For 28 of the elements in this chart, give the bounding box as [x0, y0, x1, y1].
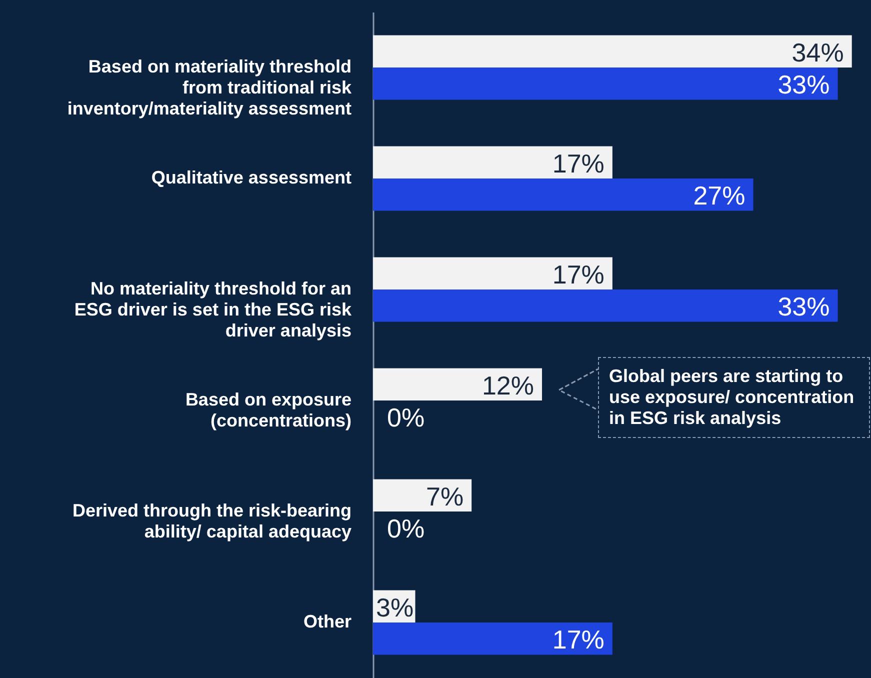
y-tick-label: Other	[303, 612, 352, 632]
bar	[373, 146, 612, 178]
data-label: 27%	[693, 180, 746, 211]
data-label: 34%	[792, 37, 844, 68]
data-label: 17%	[552, 148, 604, 178]
data-label: 3%	[376, 592, 414, 622]
y-tick-label: Derived through the risk-bearing ability/ capital adequacy	[72, 500, 352, 542]
y-tick-label: Based on materiality threshold from traditional risk inventory/materiality assessment	[67, 56, 352, 118]
bar	[373, 35, 852, 68]
data-label: 0%	[387, 402, 425, 433]
bar	[373, 622, 612, 655]
data-label: 33%	[778, 70, 830, 100]
data-label: 0%	[387, 514, 425, 544]
data-label: 33%	[778, 292, 830, 322]
data-label: 7%	[426, 481, 464, 512]
bar	[373, 178, 754, 211]
bar	[373, 290, 838, 322]
bar	[373, 479, 472, 512]
data-label: 17%	[552, 259, 604, 290]
data-label: 12%	[482, 370, 534, 400]
annotation: Global peers are starting to use exposure/ concentration in ESG risk analysis	[598, 357, 870, 438]
y-tick-label: Qualitative assessment	[151, 168, 352, 188]
bar	[373, 68, 838, 100]
bar	[373, 368, 542, 400]
y-tick-label: Based on exposure (concentrations)	[185, 390, 352, 430]
y-tick-label: No materiality threshold for an ESG driver is set in the ESG risk driver analysis	[74, 278, 352, 340]
data-label: 17%	[552, 624, 604, 655]
bar	[373, 257, 612, 290]
